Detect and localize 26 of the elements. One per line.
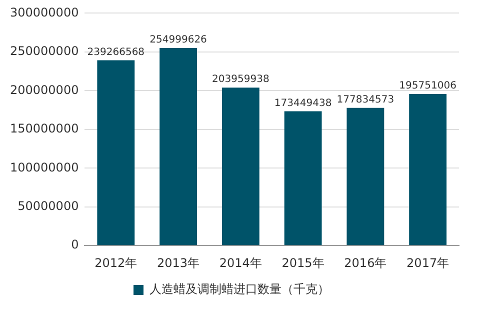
- y-tick-label: 250000000: [10, 44, 79, 58]
- y-tick-label: 300000000: [10, 5, 79, 20]
- x-tick-label: 2015年: [282, 256, 324, 270]
- data-label: 203959938: [212, 74, 270, 86]
- bar: [97, 60, 135, 246]
- bar: [222, 88, 260, 246]
- bar: [346, 108, 384, 246]
- data-label: 173449438: [274, 98, 332, 109]
- y-tick-label: 150000000: [10, 122, 79, 136]
- y-tick-label: 200000000: [10, 82, 79, 97]
- x-tick-label: 2012年: [94, 256, 138, 270]
- data-label: 254999626: [150, 34, 207, 46]
- data-label: 177834573: [336, 94, 394, 106]
- y-tick-label: 100000000: [10, 160, 79, 174]
- bar: [284, 111, 322, 246]
- y-tick-label: 0: [71, 238, 79, 252]
- data-label: 239266568: [87, 46, 145, 58]
- data-label: 195751006: [399, 80, 456, 92]
- x-tick-label: 2016年: [344, 256, 387, 270]
- y-tick-label: 50000000: [18, 198, 79, 213]
- x-tick-label: 2013年: [157, 256, 200, 270]
- bar: [409, 94, 447, 246]
- x-tick-label: 2017年: [406, 256, 450, 270]
- bar: [160, 48, 197, 246]
- x-tick-label: 2014年: [219, 256, 262, 270]
- legend-label: 人造蜡及调制蜡进口数量（千克）: [150, 282, 330, 296]
